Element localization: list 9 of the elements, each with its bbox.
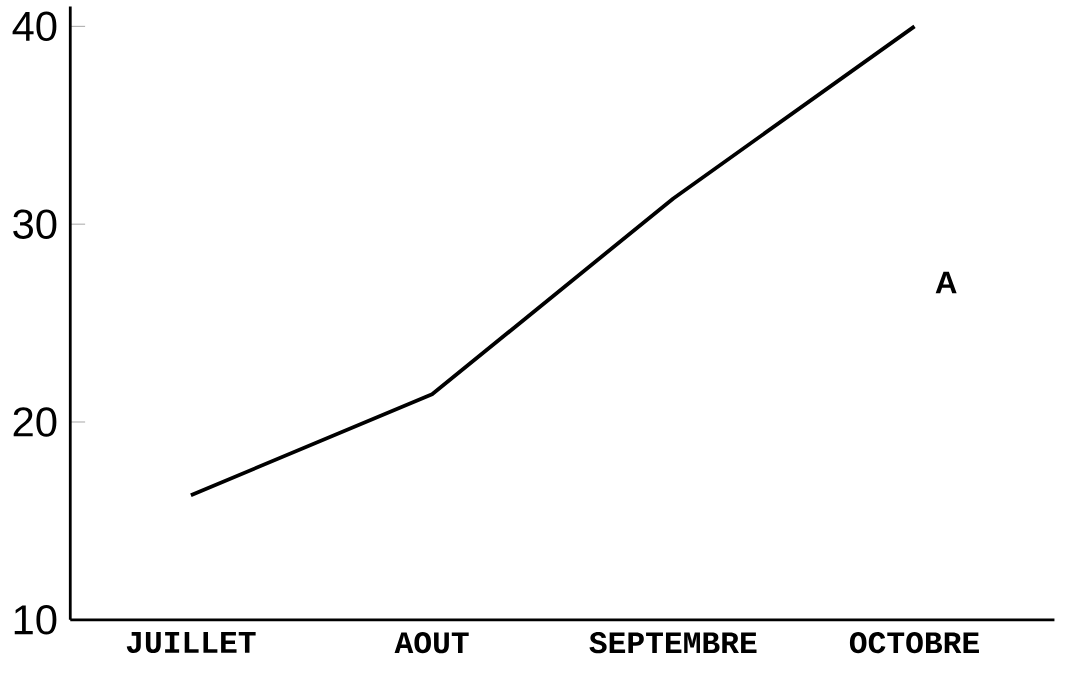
y-tick-label: 20 <box>13 407 57 437</box>
x-tick-label: OCTOBRE <box>849 632 979 654</box>
x-tick-label: AOUT <box>394 632 469 654</box>
annotation: A <box>935 271 957 294</box>
x-tick-label: JUILLET <box>126 632 256 654</box>
y-tick-label: 30 <box>13 209 57 239</box>
x-tick-label: SEPTEMBRE <box>589 632 757 654</box>
y-tick-label: 40 <box>12 11 57 42</box>
y-tick-label: 10 <box>14 605 57 635</box>
